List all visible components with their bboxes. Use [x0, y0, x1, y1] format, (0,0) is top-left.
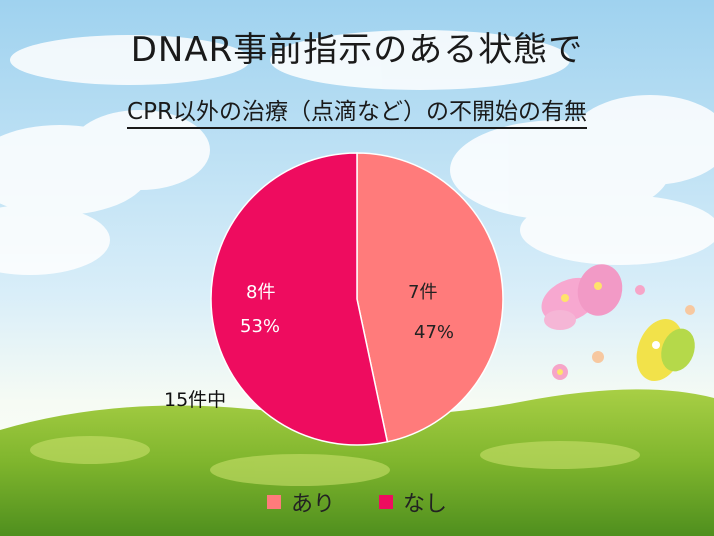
- total-note: 15件中: [164, 389, 227, 411]
- legend-label-ari: あり: [290, 492, 335, 517]
- subtitle-text: CPR以外の治療（点滴など）の不開始の有無: [127, 99, 587, 129]
- flower-icon: [552, 285, 695, 380]
- pie-slice-nashi: [210, 152, 389, 446]
- data-label-count-ari: 7件: [408, 282, 438, 303]
- page-subtitle: CPR以外の治療（点滴など）の不開始の有無: [0, 92, 714, 129]
- legend-item-nashi: なし: [379, 486, 447, 518]
- data-label-percent-nashi: 53%: [240, 316, 281, 337]
- legend: あり なし: [0, 486, 714, 518]
- page-title: DNAR事前指示のある状態で: [130, 30, 584, 70]
- legend-swatch-nashi: [379, 495, 393, 509]
- legend-item-ari: あり: [266, 486, 335, 518]
- data-label-percent-ari: 47%: [414, 322, 455, 343]
- legend-swatch-ari: [266, 495, 281, 509]
- pie-slice-ari: [356, 152, 504, 443]
- legend-label-nashi: なし: [403, 492, 448, 517]
- yellow-butterfly-icon: [636, 319, 695, 381]
- pink-butterfly-icon: [541, 264, 623, 330]
- data-label-count-nashi: 8件: [246, 282, 276, 303]
